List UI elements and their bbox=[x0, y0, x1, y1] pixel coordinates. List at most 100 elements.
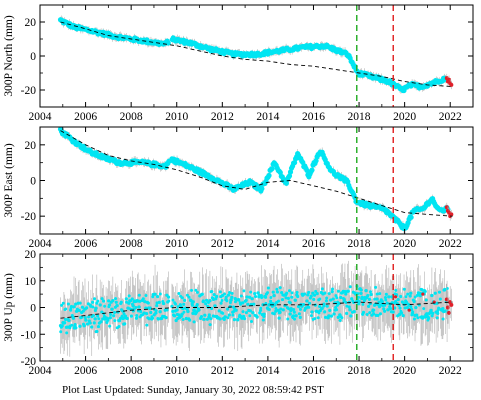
data-point bbox=[182, 310, 186, 314]
data-point bbox=[232, 318, 236, 322]
data-point bbox=[110, 307, 114, 311]
data-point bbox=[191, 300, 195, 304]
data-point bbox=[443, 287, 447, 291]
data-point bbox=[387, 295, 391, 299]
data-point bbox=[266, 172, 272, 179]
data-point bbox=[74, 302, 78, 306]
data-point bbox=[314, 289, 318, 293]
data-point bbox=[88, 321, 92, 325]
data-point bbox=[60, 324, 64, 328]
data-point bbox=[337, 301, 341, 306]
data-point bbox=[408, 214, 414, 220]
data-point bbox=[175, 308, 179, 312]
data-point bbox=[359, 291, 363, 295]
data-point bbox=[361, 310, 366, 315]
data-point bbox=[260, 296, 264, 300]
data-point bbox=[242, 289, 246, 293]
data-point bbox=[289, 306, 293, 310]
data-point bbox=[274, 309, 278, 313]
data-point bbox=[244, 311, 248, 315]
data-point bbox=[249, 319, 253, 323]
x-tick-label: 2012 bbox=[211, 238, 234, 250]
data-point bbox=[93, 317, 97, 321]
data-point bbox=[227, 313, 231, 317]
data-point bbox=[244, 298, 248, 302]
data-point bbox=[242, 316, 247, 321]
data-point bbox=[272, 312, 276, 316]
data-point bbox=[158, 310, 162, 314]
data-point bbox=[158, 292, 162, 296]
data-point bbox=[250, 297, 254, 301]
x-tick-label: 2016 bbox=[302, 365, 325, 377]
data-point bbox=[187, 295, 191, 299]
data-point bbox=[415, 293, 420, 297]
data-point bbox=[346, 289, 350, 293]
data-point bbox=[280, 291, 284, 295]
recent-points-up bbox=[393, 283, 454, 329]
data-point bbox=[191, 311, 195, 315]
data-point bbox=[108, 324, 112, 328]
data-point bbox=[96, 314, 100, 318]
data-point bbox=[153, 292, 157, 296]
data-point bbox=[241, 301, 245, 305]
data-point bbox=[383, 309, 387, 313]
data-point bbox=[264, 301, 268, 305]
data-point bbox=[315, 292, 319, 296]
data-point bbox=[288, 312, 292, 316]
data-point bbox=[373, 297, 377, 301]
data-point bbox=[65, 331, 69, 335]
data-point bbox=[427, 317, 431, 321]
recent-point bbox=[449, 302, 454, 307]
x-tick-label: 2018 bbox=[348, 365, 371, 377]
data-point bbox=[293, 298, 297, 302]
data-point bbox=[305, 299, 309, 303]
data-point bbox=[325, 296, 329, 300]
x-tick-label: 2014 bbox=[256, 111, 279, 123]
x-axis-up: 2004 2006 2008 2010 2012 2014 2016 2018 2020 2022 bbox=[29, 254, 474, 377]
data-point bbox=[278, 310, 282, 314]
plot-area-up bbox=[58, 254, 454, 361]
data-point bbox=[279, 307, 283, 311]
data-point bbox=[107, 299, 111, 303]
data-point bbox=[147, 317, 151, 321]
data-point bbox=[208, 323, 212, 327]
data-point bbox=[431, 311, 435, 315]
data-point bbox=[309, 167, 315, 173]
data-point bbox=[190, 288, 194, 292]
data-point bbox=[437, 306, 441, 310]
data-point bbox=[224, 295, 228, 299]
data-point bbox=[347, 305, 351, 309]
data-point bbox=[323, 310, 327, 314]
x-tick-label: 2006 bbox=[74, 365, 97, 377]
recent-point bbox=[449, 212, 454, 217]
data-point bbox=[413, 295, 417, 299]
last-updated-value: Sunday, January 30, 2022 08:59:42 PST bbox=[147, 384, 324, 396]
x-tick-label: 2008 bbox=[120, 365, 143, 377]
data-point bbox=[330, 290, 334, 294]
data-point bbox=[178, 303, 182, 307]
data-point bbox=[335, 296, 339, 300]
data-point bbox=[247, 295, 252, 299]
data-point bbox=[307, 301, 312, 305]
data-point bbox=[185, 307, 189, 311]
data-point bbox=[107, 303, 112, 307]
data-point bbox=[339, 295, 343, 300]
data-point bbox=[420, 288, 424, 292]
data-point bbox=[437, 290, 442, 294]
x-tick-label: 2010 bbox=[165, 111, 188, 123]
x-tick-label: 2004 bbox=[29, 238, 52, 250]
data-point bbox=[218, 317, 222, 321]
data-point bbox=[412, 299, 416, 304]
data-point bbox=[266, 286, 270, 290]
x-tick-label: 2020 bbox=[393, 365, 416, 377]
data-point bbox=[348, 285, 352, 289]
data-point bbox=[376, 313, 380, 318]
data-point bbox=[184, 316, 188, 321]
data-point bbox=[80, 305, 85, 309]
data-point bbox=[85, 322, 90, 326]
data-point bbox=[78, 301, 82, 305]
data-point bbox=[182, 302, 186, 306]
data-point bbox=[342, 297, 346, 301]
data-point bbox=[286, 173, 293, 179]
data-point bbox=[318, 304, 322, 309]
